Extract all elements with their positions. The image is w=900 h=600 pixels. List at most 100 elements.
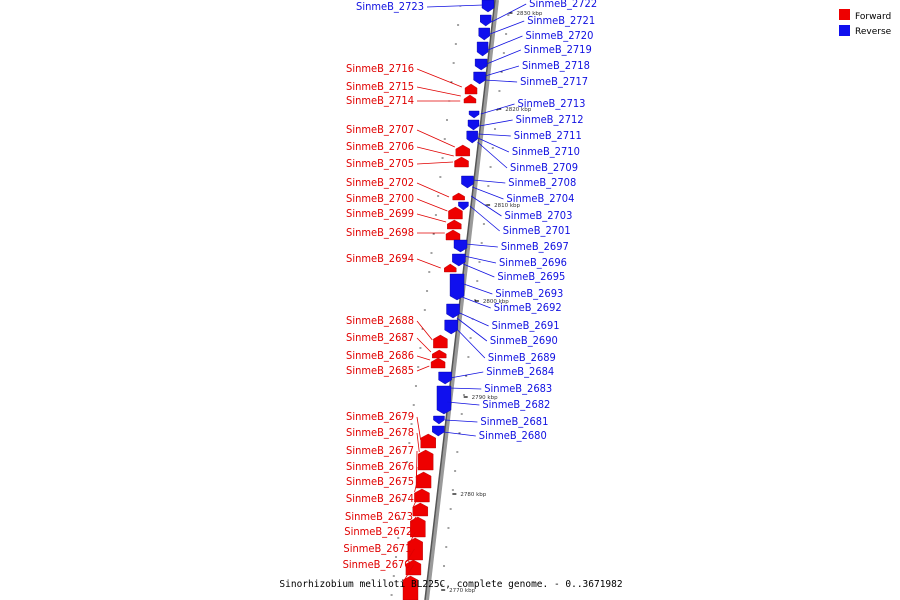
forward-gene-label: SinmeB_2698 bbox=[346, 226, 414, 239]
reverse-gene-label: SinmeB_2710 bbox=[512, 145, 580, 158]
genome-backbone bbox=[424, 0, 499, 600]
reverse-gene-label: SinmeB_2695 bbox=[497, 270, 565, 283]
reverse-gene-label: SinmeB_2691 bbox=[492, 319, 560, 332]
reverse-gene-label: SinmeB_2701 bbox=[503, 224, 571, 237]
reverse-gene bbox=[449, 273, 465, 301]
forward-leader-line bbox=[416, 129, 456, 148]
forward-gene-label: SinmeB_2715 bbox=[346, 80, 414, 93]
reverse-leader-line bbox=[463, 263, 495, 278]
forward-gene bbox=[412, 502, 428, 517]
reverse-leader-line bbox=[488, 35, 523, 51]
reverse-leader-line bbox=[489, 20, 525, 35]
reverse-gene-label: SinmeB_2704 bbox=[506, 192, 574, 205]
reverse-gene bbox=[476, 41, 489, 57]
reverse-leader-line bbox=[447, 401, 480, 406]
reverse-leader-line bbox=[460, 282, 493, 295]
reverse-gene bbox=[468, 110, 480, 119]
forward-gene-label: SinmeB_2702 bbox=[346, 176, 414, 189]
reverse-gene bbox=[481, 0, 495, 13]
forward-gene-label: SinmeB_2671 bbox=[343, 542, 411, 555]
forward-leader-line bbox=[410, 516, 417, 524]
forward-gene bbox=[444, 263, 457, 273]
reverse-leader-line bbox=[491, 3, 527, 23]
scale-tick-label: 2800 kbp bbox=[483, 299, 509, 305]
forward-gene-label: SinmeB_2677 bbox=[346, 444, 414, 457]
forward-gene-label: SinmeB_2706 bbox=[346, 140, 414, 153]
reverse-gene-label: SinmeB_2696 bbox=[499, 256, 567, 269]
forward-gene bbox=[464, 83, 478, 95]
forward-leader-line bbox=[416, 86, 461, 97]
reverse-leader-line bbox=[472, 179, 506, 184]
reverse-gene bbox=[438, 371, 452, 385]
forward-gene bbox=[448, 206, 463, 220]
reverse-gene bbox=[433, 415, 445, 425]
forward-gene bbox=[447, 219, 462, 230]
reverse-gene bbox=[467, 119, 480, 131]
reverse-gene bbox=[466, 130, 478, 144]
reverse-leader-line bbox=[444, 419, 478, 423]
legend-reverse-swatch bbox=[839, 25, 850, 36]
reverse-gene bbox=[478, 27, 490, 41]
forward-gene-label: SinmeB_2673 bbox=[345, 510, 413, 523]
forward-gene-label: SinmeB_2670 bbox=[343, 558, 411, 571]
scale-ticks: 2830 kbp 2820 kbp 2810 kbp 2800 kbp 2790 kbp… bbox=[390, 5, 543, 596]
forward-leader-line bbox=[416, 432, 420, 453]
forward-gene-label: SinmeB_2688 bbox=[346, 314, 414, 327]
reverse-gene bbox=[453, 239, 468, 253]
forward-gene bbox=[463, 94, 477, 104]
forward-leader-line bbox=[415, 466, 418, 479]
forward-leader-line bbox=[412, 498, 418, 509]
reverse-gene-label: SinmeB_2693 bbox=[495, 287, 563, 300]
scale-tick-label: 2810 kbp bbox=[494, 203, 520, 209]
reverse-leader-line bbox=[469, 205, 500, 232]
forward-leader-line bbox=[416, 161, 454, 165]
forward-gene-label: SinmeB_2694 bbox=[346, 252, 414, 265]
forward-gene bbox=[454, 156, 469, 168]
reverse-gene-label: SinmeB_2682 bbox=[482, 398, 550, 411]
forward-gene-label: SinmeB_2705 bbox=[346, 157, 414, 170]
reverse-leader-line bbox=[479, 119, 513, 127]
reverse-gene-label: SinmeB_2711 bbox=[514, 129, 582, 142]
reverse-leader-line bbox=[480, 103, 515, 115]
reverse-leader-line bbox=[455, 327, 486, 359]
reverse-gene bbox=[446, 303, 460, 319]
forward-gene-label: SinmeB_2687 bbox=[346, 331, 414, 344]
reverse-gene-label: SinmeB_2703 bbox=[504, 209, 572, 222]
reverse-gene-label: SinmeB_2718 bbox=[522, 59, 590, 72]
reverse-gene-label: SinmeB_2712 bbox=[516, 113, 584, 126]
forward-gene-label: SinmeB_2672 bbox=[344, 525, 412, 538]
reverse-gene bbox=[444, 319, 458, 335]
reverse-gene-label: SinmeB_2690 bbox=[490, 334, 558, 347]
reverse-gene bbox=[432, 425, 445, 437]
scale-tick-label: 2770 kbp bbox=[449, 588, 475, 594]
forward-gene bbox=[432, 349, 447, 359]
scale-tick-label: 2790 kbp bbox=[472, 395, 498, 401]
reverse-gene-label: SinmeB_2713 bbox=[518, 97, 586, 110]
reverse-gene bbox=[436, 385, 452, 415]
reverse-gene-label: SinmeB_2717 bbox=[520, 75, 588, 88]
forward-leader-line bbox=[416, 337, 432, 353]
backbone-shadow bbox=[425, 0, 499, 600]
reverse-leader-line bbox=[485, 65, 520, 77]
forward-leader-line bbox=[407, 531, 416, 547]
forward-leader-line bbox=[416, 365, 430, 372]
reverse-gene-label: SinmeB_2681 bbox=[480, 415, 548, 428]
legend-reverse-label: Reverse bbox=[855, 27, 892, 37]
forward-gene bbox=[414, 488, 430, 503]
reverse-leader-line bbox=[459, 295, 491, 309]
reverse-gene-label: SinmeB_2708 bbox=[508, 176, 576, 189]
reverse-gene-label: SinmeB_2719 bbox=[524, 43, 592, 56]
forward-leader-line bbox=[416, 416, 422, 441]
reverse-leader-line bbox=[477, 141, 508, 169]
forward-gene bbox=[445, 229, 461, 241]
forward-gene bbox=[430, 357, 446, 369]
reverse-leader-line bbox=[470, 195, 502, 217]
forward-gene-label: SinmeB_2714 bbox=[346, 94, 414, 107]
forward-gene-label: SinmeB_2686 bbox=[346, 349, 414, 362]
forward-gene-label: SinmeB_2685 bbox=[346, 364, 414, 377]
legend-forward-swatch bbox=[839, 9, 850, 20]
forward-gene-label: SinmeB_2700 bbox=[346, 192, 414, 205]
forward-leader-line bbox=[416, 320, 433, 341]
reverse-leader-line bbox=[478, 133, 511, 137]
